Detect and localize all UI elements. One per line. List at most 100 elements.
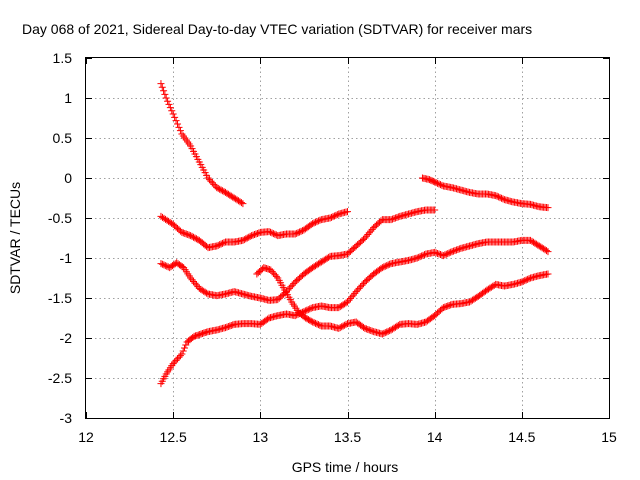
data-point xyxy=(351,289,359,297)
data-point xyxy=(175,123,183,131)
data-point xyxy=(524,275,532,283)
series-track-3 xyxy=(157,206,439,304)
y-tick-label: 1.5 xyxy=(53,50,73,66)
data-point xyxy=(268,229,276,237)
data-point xyxy=(493,192,501,200)
data-point xyxy=(419,251,427,259)
data-point xyxy=(335,324,343,332)
data-point xyxy=(543,247,551,255)
data-point xyxy=(157,80,165,88)
data-point xyxy=(362,232,370,240)
data-point xyxy=(307,304,315,312)
data-point xyxy=(165,100,173,108)
data-point xyxy=(328,213,336,221)
data-point xyxy=(381,329,389,337)
data-point xyxy=(265,228,273,236)
data-point xyxy=(365,229,373,237)
data-point xyxy=(450,247,458,255)
x-tick-label: 15 xyxy=(601,429,617,445)
data-point xyxy=(439,252,447,260)
x-axis-label: GPS time / hours xyxy=(292,459,399,475)
data-point xyxy=(436,181,444,189)
x-tick-label: 13.5 xyxy=(334,429,361,445)
data-point xyxy=(445,301,453,309)
data-point xyxy=(330,212,338,220)
y-tick-label: 0.5 xyxy=(53,130,73,146)
data-point xyxy=(365,326,373,334)
data-point xyxy=(179,229,187,237)
data-point xyxy=(182,341,190,349)
data-point xyxy=(190,233,198,241)
data-point xyxy=(288,281,296,289)
data-point xyxy=(184,231,192,239)
data-point xyxy=(352,288,360,296)
data-point xyxy=(394,321,402,329)
data-point xyxy=(416,253,424,261)
data-point xyxy=(192,281,200,289)
data-point xyxy=(316,216,324,224)
data-point xyxy=(358,281,366,289)
data-point xyxy=(301,307,309,315)
data-point xyxy=(243,234,251,242)
data-point xyxy=(175,353,183,361)
data-point xyxy=(361,234,369,242)
data-point xyxy=(435,250,443,258)
data-point xyxy=(380,329,388,337)
data-point xyxy=(309,318,317,326)
data-point xyxy=(187,274,195,282)
data-point xyxy=(255,229,263,237)
data-point xyxy=(359,235,367,243)
data-point xyxy=(496,194,504,202)
data-point xyxy=(518,278,526,286)
data-point xyxy=(240,236,248,244)
data-point xyxy=(434,179,442,187)
data-point xyxy=(451,247,459,255)
data-point xyxy=(176,127,184,135)
data-point xyxy=(344,298,351,306)
data-point xyxy=(181,229,189,237)
data-point xyxy=(310,219,318,227)
data-point xyxy=(169,360,177,368)
data-point xyxy=(368,327,376,335)
data-point xyxy=(205,176,213,184)
data-point xyxy=(312,218,320,226)
data-point xyxy=(253,229,261,237)
data-point xyxy=(354,286,362,294)
data-point xyxy=(522,276,530,284)
data-point xyxy=(158,260,166,268)
data-point xyxy=(386,327,394,335)
data-point xyxy=(223,323,231,331)
data-point xyxy=(368,225,376,233)
data-point xyxy=(394,213,402,221)
data-point xyxy=(326,214,334,222)
data-point xyxy=(339,322,347,330)
plot-frame xyxy=(85,57,610,419)
data-point xyxy=(264,315,272,323)
data-point xyxy=(204,174,212,182)
data-point xyxy=(294,229,302,237)
data-point xyxy=(348,293,356,301)
data-point xyxy=(444,302,452,310)
data-point xyxy=(361,324,369,332)
data-point xyxy=(172,356,180,364)
data-point xyxy=(245,233,253,241)
data-point xyxy=(188,276,196,284)
y-tick-label: -1.5 xyxy=(48,290,72,306)
data-point xyxy=(160,87,168,95)
data-point xyxy=(333,211,341,219)
data-point xyxy=(391,214,399,222)
data-point xyxy=(162,94,170,102)
data-point xyxy=(208,179,216,187)
x-tick-label: 14 xyxy=(427,429,443,445)
data-point xyxy=(455,245,463,253)
data-point xyxy=(444,250,452,258)
data-point xyxy=(303,306,311,314)
data-point xyxy=(438,181,446,189)
y-tick-label: -1 xyxy=(60,250,73,266)
data-point xyxy=(213,242,221,250)
data-point xyxy=(203,289,211,297)
data-point xyxy=(310,319,318,327)
data-point xyxy=(439,304,447,312)
data-point xyxy=(187,232,195,240)
x-tick-label: 12 xyxy=(78,429,94,445)
